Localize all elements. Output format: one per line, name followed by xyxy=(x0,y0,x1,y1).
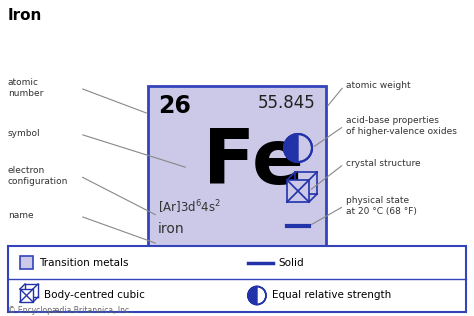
Polygon shape xyxy=(248,287,257,305)
Text: crystal structure: crystal structure xyxy=(346,160,420,168)
Circle shape xyxy=(248,287,266,305)
Text: Transition metals: Transition metals xyxy=(39,258,128,268)
Text: symbol: symbol xyxy=(8,130,41,138)
Text: Body-centred cubic: Body-centred cubic xyxy=(44,290,145,301)
Text: © Encyclopædia Britannica, Inc.: © Encyclopædia Britannica, Inc. xyxy=(8,306,131,315)
Bar xyxy=(20,256,33,269)
Text: Fe: Fe xyxy=(203,126,304,200)
Circle shape xyxy=(284,134,312,162)
Text: acid-base properties
of higher-valence oxides: acid-base properties of higher-valence o… xyxy=(346,116,457,136)
Text: atomic weight: atomic weight xyxy=(346,82,410,90)
Text: physical state
at 20 °C (68 °F): physical state at 20 °C (68 °F) xyxy=(346,196,417,216)
Text: electron
configuration: electron configuration xyxy=(8,166,68,186)
Bar xyxy=(148,86,326,264)
Text: Iron: Iron xyxy=(8,8,42,23)
Text: Equal relative strength: Equal relative strength xyxy=(272,290,391,301)
Bar xyxy=(287,180,309,202)
Polygon shape xyxy=(284,134,298,162)
Text: iron: iron xyxy=(158,222,185,236)
Text: 26: 26 xyxy=(158,94,191,118)
Text: name: name xyxy=(8,211,34,221)
Text: atomic
number: atomic number xyxy=(8,78,44,98)
Text: 55.845: 55.845 xyxy=(258,94,316,112)
Text: Solid: Solid xyxy=(278,258,304,268)
Bar xyxy=(8,246,466,312)
Text: $\mathregular{[Ar]3d^64s^2}$: $\mathregular{[Ar]3d^64s^2}$ xyxy=(158,198,221,216)
Bar xyxy=(20,289,33,302)
